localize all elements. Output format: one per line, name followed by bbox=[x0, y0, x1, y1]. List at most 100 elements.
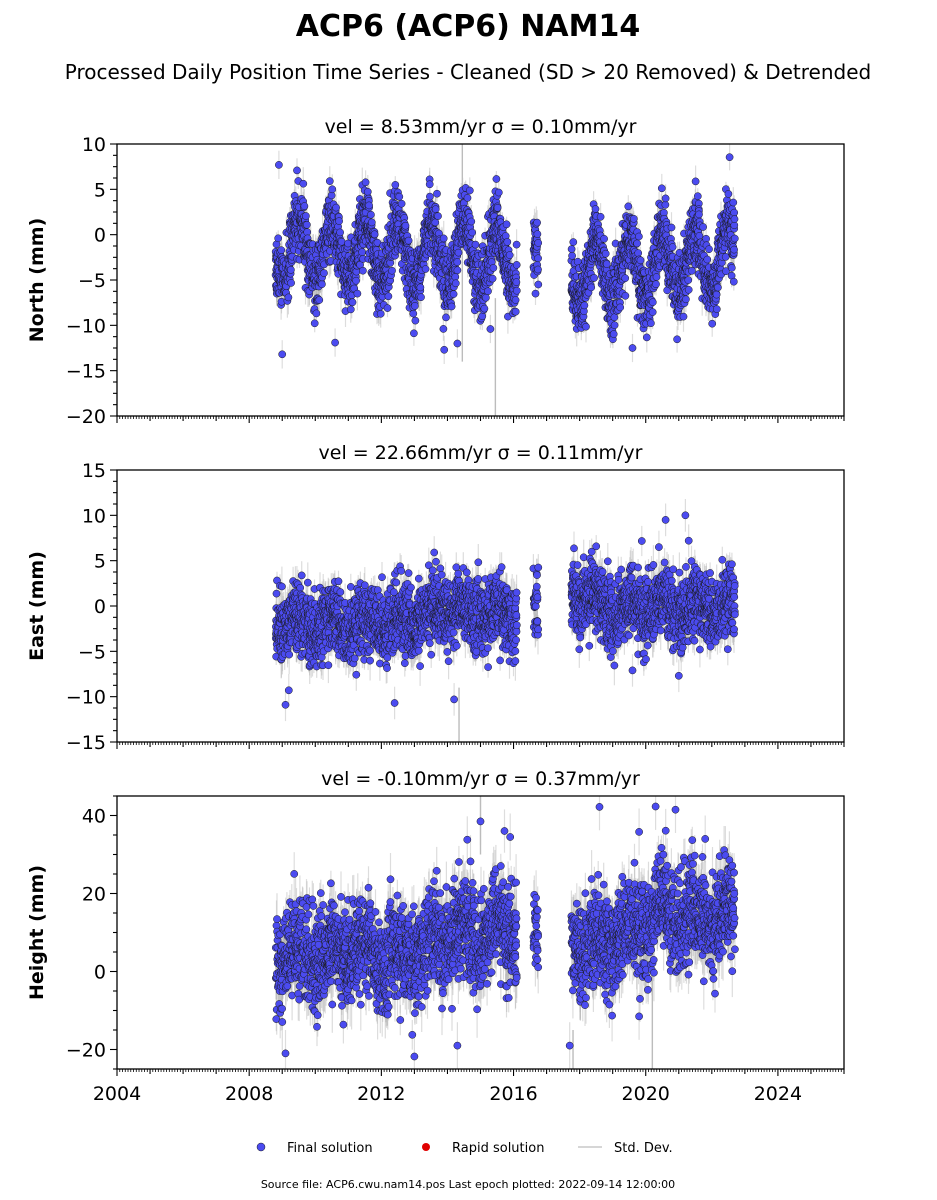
data-point bbox=[352, 276, 360, 285]
data-point bbox=[489, 264, 498, 272]
data-point bbox=[451, 273, 460, 281]
data-point bbox=[388, 266, 396, 275]
data-point bbox=[417, 293, 425, 302]
data-point bbox=[411, 316, 420, 325]
data-point bbox=[395, 192, 404, 201]
data-point bbox=[277, 246, 286, 255]
data-point bbox=[287, 279, 295, 287]
data-point bbox=[534, 239, 543, 247]
data-point bbox=[534, 254, 542, 263]
data-point bbox=[325, 177, 334, 185]
data-point bbox=[404, 236, 413, 245]
data-point bbox=[391, 181, 400, 189]
data-point bbox=[318, 280, 326, 289]
data-point bbox=[512, 286, 521, 295]
data-point bbox=[488, 274, 497, 283]
data-point bbox=[512, 240, 521, 249]
data-point bbox=[511, 296, 520, 304]
data-point bbox=[442, 313, 450, 322]
data-point bbox=[411, 302, 419, 310]
data-point bbox=[484, 287, 492, 296]
data-point bbox=[580, 301, 589, 310]
data-point bbox=[287, 266, 295, 274]
data-point bbox=[454, 248, 463, 257]
data-point bbox=[416, 283, 425, 292]
data-point bbox=[503, 238, 512, 246]
data-point bbox=[465, 186, 474, 195]
data-point bbox=[410, 329, 418, 338]
data-point bbox=[274, 234, 283, 243]
data-point bbox=[359, 266, 367, 275]
data-point bbox=[332, 203, 340, 212]
data-point bbox=[493, 203, 502, 212]
data-point bbox=[320, 269, 328, 277]
data-point bbox=[468, 228, 477, 237]
data-point bbox=[315, 296, 324, 304]
data-point bbox=[534, 265, 542, 274]
data-point bbox=[505, 251, 514, 259]
data-point bbox=[376, 309, 385, 318]
data-point bbox=[384, 292, 393, 301]
data-point bbox=[591, 205, 600, 213]
data-point bbox=[302, 212, 310, 220]
y-axis-label: North (mm) bbox=[26, 218, 48, 343]
data-point bbox=[425, 180, 434, 189]
data-point bbox=[346, 305, 355, 314]
data-point bbox=[482, 293, 490, 302]
data-point bbox=[361, 178, 370, 187]
data-point bbox=[480, 304, 489, 313]
data-point bbox=[467, 217, 476, 226]
data-point bbox=[534, 280, 543, 289]
panel-title: vel = 8.53mm/yr σ = 0.10mm/yr bbox=[325, 116, 637, 138]
data-point bbox=[310, 319, 319, 328]
data-point bbox=[353, 289, 362, 298]
data-point bbox=[502, 220, 511, 229]
data-point bbox=[367, 218, 376, 227]
data-point bbox=[397, 199, 406, 208]
data-point bbox=[337, 237, 346, 246]
data-point bbox=[383, 304, 392, 312]
data-point bbox=[303, 220, 311, 229]
data-point bbox=[492, 175, 501, 183]
data-point bbox=[600, 234, 608, 243]
data-point bbox=[370, 230, 379, 239]
data-point bbox=[336, 228, 344, 237]
data-point bbox=[431, 205, 440, 214]
data-point bbox=[434, 212, 442, 220]
data-point bbox=[582, 322, 590, 331]
data-point bbox=[335, 217, 343, 225]
data-point bbox=[567, 245, 576, 253]
data-point bbox=[512, 261, 521, 269]
data-point bbox=[426, 192, 434, 201]
data-point bbox=[569, 238, 578, 246]
data-point bbox=[449, 290, 458, 298]
data-point bbox=[587, 283, 596, 292]
data-point bbox=[463, 194, 472, 202]
data-point bbox=[421, 265, 430, 273]
data-point bbox=[471, 240, 480, 249]
data-point bbox=[363, 187, 372, 196]
data-point bbox=[494, 188, 503, 197]
data-point bbox=[531, 289, 540, 298]
data-point bbox=[367, 210, 375, 219]
data-point bbox=[300, 202, 309, 210]
data-point bbox=[328, 185, 337, 194]
data-point bbox=[590, 274, 598, 282]
data-point bbox=[439, 234, 448, 243]
data-point bbox=[365, 201, 373, 210]
data-point bbox=[358, 248, 366, 256]
data-point bbox=[433, 189, 441, 198]
data-point bbox=[511, 307, 520, 316]
data-point bbox=[568, 251, 576, 260]
data-point bbox=[439, 325, 448, 333]
series-final bbox=[271, 144, 739, 416]
data-point bbox=[533, 230, 542, 238]
data-point bbox=[284, 293, 293, 302]
data-point bbox=[602, 260, 611, 268]
data-point bbox=[451, 279, 460, 288]
data-point bbox=[601, 249, 610, 258]
data-point bbox=[312, 309, 321, 318]
data-point bbox=[512, 278, 521, 286]
